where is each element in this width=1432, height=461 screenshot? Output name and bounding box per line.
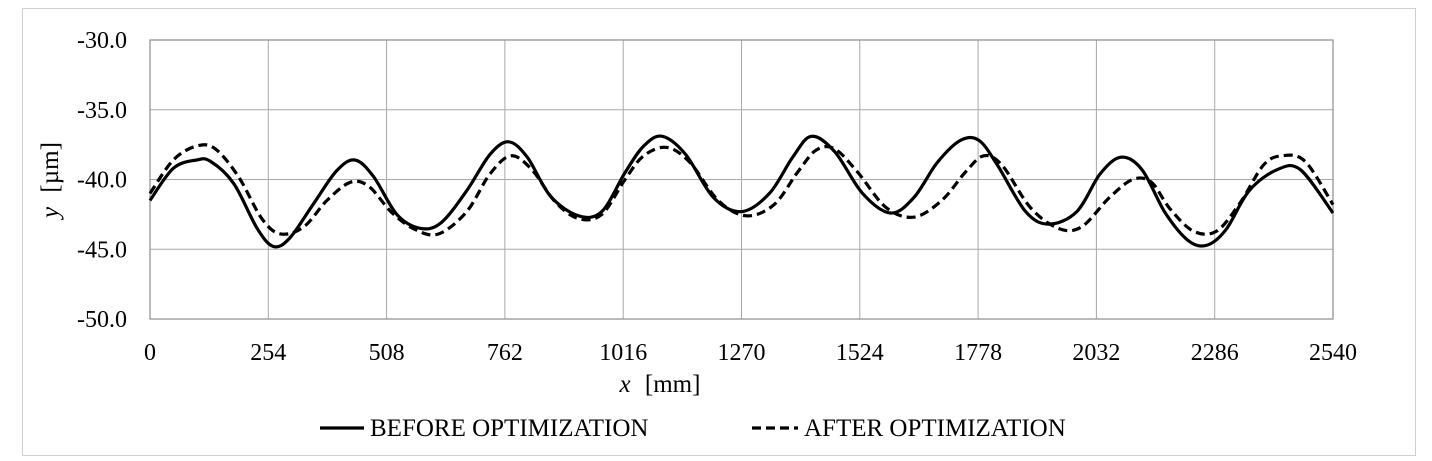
legend-label-after: AFTER OPTIMIZATION — [804, 415, 1066, 442]
y-axis-title: y [µm] — [37, 142, 64, 221]
series-line-after-optimization — [148, 143, 1335, 237]
y-tick-label: -40.0 — [77, 168, 127, 194]
x-tick-label: 254 — [250, 340, 286, 366]
y-tick-label: -35.0 — [77, 98, 127, 124]
x-tick-label: 0 — [144, 340, 156, 366]
y-tick-label: -30.0 — [77, 28, 127, 54]
chart-frame — [22, 8, 1416, 456]
x-tick-label: 1778 — [954, 340, 1002, 366]
x-tick-label: 508 — [369, 340, 405, 366]
tick-labels: 0 254 508 762 1016 1270 1524 1778 2032 2286 2540 -3… — [77, 28, 1357, 366]
x-tick-label: 2286 — [1191, 340, 1239, 366]
x-tick-label: 1524 — [836, 340, 884, 366]
y-axis-unit: [µm] — [37, 142, 64, 193]
x-axis-unit: [mm] — [645, 371, 701, 398]
grid — [149, 39, 1334, 320]
x-tick-label: 1016 — [599, 340, 647, 366]
plot-area-border — [149, 39, 1334, 320]
x-tick-label: 1270 — [718, 340, 766, 366]
x-axis-variable: x — [619, 371, 631, 398]
y-tick-label: -50.0 — [77, 307, 127, 333]
y-tick-label: -45.0 — [77, 237, 127, 263]
x-tick-label: 2540 — [1309, 340, 1357, 366]
x-axis-title: x [mm] — [619, 371, 701, 398]
x-tick-label: 2032 — [1072, 340, 1120, 366]
y-axis-variable: y — [37, 206, 64, 221]
legend-label-before: BEFORE OPTIMIZATION — [370, 415, 648, 442]
x-tick-label: 762 — [487, 340, 523, 366]
series-layer — [148, 134, 1335, 249]
legend: BEFORE OPTIMIZATION AFTER OPTIMIZATION — [320, 415, 1066, 442]
